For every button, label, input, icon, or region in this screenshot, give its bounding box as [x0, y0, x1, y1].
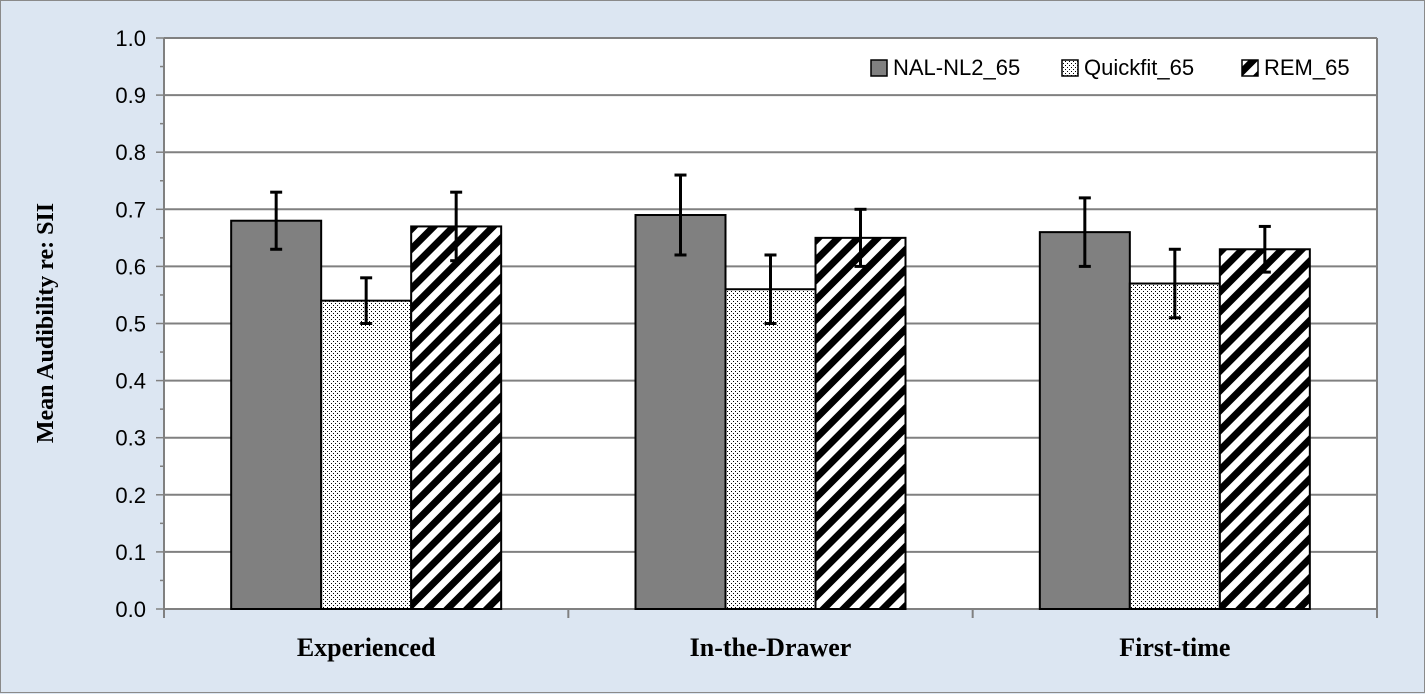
legend-label-nal-nl2-65: NAL-NL2_65 — [893, 55, 1020, 80]
bar-quickfit-65-2 — [1128, 282, 1221, 610]
y-tick-label: 0.2 — [115, 483, 146, 508]
legend-swatch-quickfit-65 — [1061, 59, 1079, 77]
bar-quickfit-65-0 — [320, 299, 413, 610]
bar-nal-nl2-65-2 — [1038, 231, 1131, 610]
bars — [230, 214, 1311, 611]
y-tick-label: 0.0 — [115, 597, 146, 622]
tick-labels: 0.0 0.1 0.2 0.3 0.4 0.5 0.6 0.7 0.8 0.9 1.0 Experie… — [115, 26, 1230, 662]
y-tick-label: 0.5 — [115, 312, 146, 337]
x-tick-label: First-time — [1119, 633, 1230, 662]
error-bars — [270, 173, 1271, 325]
bar-quickfit-65-1 — [724, 288, 817, 610]
y-tick-label: 0.6 — [115, 254, 146, 279]
legend-swatch-nal-nl2-65 — [870, 59, 888, 77]
bar-rem-65-0 — [410, 225, 503, 610]
bar-nal-nl2-65-1 — [634, 214, 727, 610]
legend-label-quickfit-65: Quickfit_65 — [1084, 55, 1194, 80]
y-tick-label: 0.9 — [115, 83, 146, 108]
bar-nal-nl2-65-0 — [230, 219, 323, 610]
bar-rem-65-2 — [1218, 248, 1311, 611]
legend-label-rem-65: REM_65 — [1264, 55, 1350, 80]
x-tick-label: In-the-Drawer — [690, 633, 852, 662]
y-tick-label: 0.7 — [115, 197, 146, 222]
y-axis-label: Mean Audibility re: SII — [33, 203, 59, 443]
y-tick-label: 1.0 — [115, 26, 146, 51]
legend-swatch-rem-65 — [1241, 59, 1259, 77]
legend: NAL-NL2_65 Quickfit_65 REM_65 — [870, 55, 1350, 80]
bar-rem-65-1 — [814, 236, 907, 610]
y-tick-label: 0.4 — [115, 369, 146, 394]
y-tick-label: 0.1 — [115, 540, 146, 565]
x-tick-label: Experienced — [297, 633, 436, 662]
y-tick-label: 0.8 — [115, 140, 146, 165]
y-tick-label: 0.3 — [115, 426, 146, 451]
